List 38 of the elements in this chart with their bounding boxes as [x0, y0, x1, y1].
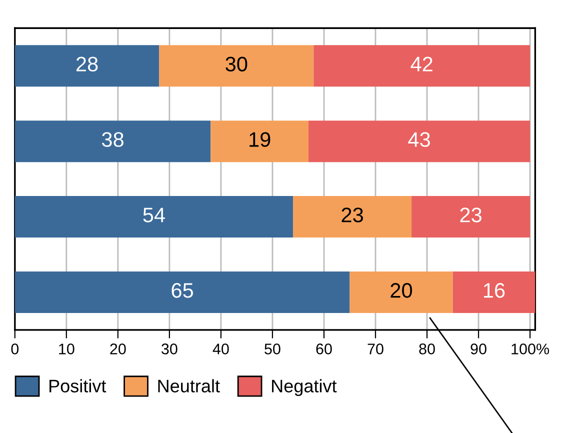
x-tick-label: 60 — [316, 344, 332, 354]
data-label: 38 — [102, 132, 124, 147]
data-label: 20 — [390, 283, 412, 298]
x-tick-label: 70 — [368, 344, 384, 354]
bar — [14, 45, 160, 87]
x-tick-label: 30 — [162, 344, 178, 354]
legend-label: Neutralt — [158, 379, 220, 392]
data-label: 30 — [226, 56, 248, 72]
legend-label: Negativt — [272, 379, 337, 396]
data-label: 43 — [408, 132, 430, 147]
data-label: 16 — [484, 283, 505, 298]
bar — [350, 271, 453, 313]
data-label: 23 — [460, 208, 482, 222]
bar — [14, 271, 350, 313]
x-tick-label: 100% — [512, 344, 550, 354]
bar — [14, 120, 211, 162]
legend-label: Positivt — [50, 379, 106, 392]
x-tick-label: 0 — [11, 344, 19, 354]
x-tick-label: 50 — [264, 344, 280, 354]
data-label: 19 — [250, 132, 270, 147]
x-tick-label: 90 — [470, 344, 486, 354]
x-tick-label: 80 — [419, 344, 435, 354]
data-label: 65 — [172, 283, 194, 298]
data-label: 42 — [410, 56, 432, 72]
x-tick-label: 10 — [59, 344, 74, 354]
data-label: 28 — [76, 56, 98, 72]
x-tick-label: 20 — [110, 344, 126, 354]
bar — [293, 196, 412, 238]
data-label: 23 — [342, 208, 363, 222]
data-label: 54 — [143, 208, 165, 222]
bar — [210, 120, 309, 162]
bar — [159, 45, 314, 87]
bar — [308, 120, 530, 162]
bar — [452, 271, 536, 313]
bar — [412, 196, 530, 238]
bar — [314, 45, 530, 87]
bar — [14, 196, 294, 238]
x-tick-label: 40 — [212, 344, 229, 354]
